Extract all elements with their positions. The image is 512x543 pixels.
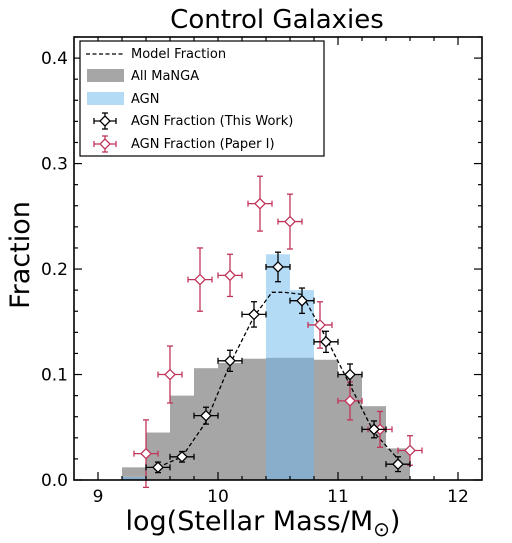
this-work-marker xyxy=(224,354,236,367)
x-tick-label: 10 xyxy=(207,487,229,507)
legend-all-manga-swatch xyxy=(87,69,124,82)
y-tick-label: 0.2 xyxy=(41,260,68,280)
x-tick-label: 9 xyxy=(93,487,104,507)
paper1-point xyxy=(217,253,243,298)
paper1-point xyxy=(133,419,159,489)
this-work-marker xyxy=(296,294,308,307)
legend-agn-swatch xyxy=(87,92,124,105)
paper1-marker xyxy=(284,215,296,228)
all-manga-bar xyxy=(314,359,338,480)
axes: 9 10 11 12 0.0 0.1 0.2 0.3 0.4 xyxy=(41,36,483,507)
this-work-marker xyxy=(200,409,212,422)
x-tick-label: 11 xyxy=(327,487,349,507)
overlap-bar xyxy=(290,357,314,480)
paper1-point xyxy=(187,247,213,312)
paper1-marker xyxy=(344,394,356,407)
overlap-bar xyxy=(266,357,290,480)
legend-paper1-marker xyxy=(93,135,117,153)
legend-paper1-label: AGN Fraction (Paper I) xyxy=(131,137,275,152)
legend-agn-label: AGN xyxy=(131,92,159,107)
this-work-point xyxy=(169,450,195,463)
x-axis-label-main: log(Stellar Mass/M xyxy=(126,506,374,537)
this-work-marker xyxy=(272,261,284,273)
y-tick-label: 0.4 xyxy=(41,49,68,69)
this-work-point xyxy=(193,406,219,425)
paper1-point xyxy=(337,381,363,421)
y-tick-label: 0.0 xyxy=(41,471,68,491)
this-work-marker xyxy=(368,423,380,436)
x-axis-label-close: ) xyxy=(390,506,401,537)
legend: Model Fraction All MaNGA AGN AGN Fractio… xyxy=(79,40,325,157)
paper1-point xyxy=(277,193,303,250)
this-work-marker xyxy=(152,461,164,474)
paper1-point xyxy=(307,301,333,349)
this-work-marker xyxy=(176,450,188,463)
all-manga-bar xyxy=(122,467,146,477)
this-work-point xyxy=(385,456,411,473)
legend-model-label: Model Fraction xyxy=(131,47,226,62)
all-manga-bar xyxy=(242,358,266,480)
this-work-marker xyxy=(392,458,404,471)
paper1-marker xyxy=(404,444,416,457)
chart-title: Control Galaxies xyxy=(170,5,384,35)
this-work-point xyxy=(241,301,267,328)
this-work-marker xyxy=(320,335,332,348)
x-axis-label-subscript: ⊙ xyxy=(373,517,390,541)
this-work-point xyxy=(361,420,387,439)
x-tick-label: 12 xyxy=(447,487,469,507)
paper1-point xyxy=(247,175,273,232)
paper1-marker xyxy=(164,368,176,381)
paper1-marker xyxy=(224,269,236,282)
all-manga-bar xyxy=(362,406,386,480)
model-fraction-line xyxy=(157,291,399,468)
this-work-point xyxy=(337,363,363,386)
overlap-bar xyxy=(122,476,146,480)
all-manga-bar xyxy=(218,362,242,480)
legend-all-manga-label: All MaNGA xyxy=(131,69,199,84)
plot-area xyxy=(122,175,423,489)
legend-diamond xyxy=(99,138,111,150)
x-axis-label: log(Stellar Mass/M⊙) xyxy=(126,506,401,541)
y-tick-label: 0.1 xyxy=(41,366,68,386)
legend-this-work-marker xyxy=(93,112,117,130)
this-work-point xyxy=(145,461,171,474)
paper1-point xyxy=(157,345,183,404)
this-work-point xyxy=(289,287,315,314)
legend-this-work-label: AGN Fraction (This Work) xyxy=(131,114,293,129)
paper1-marker xyxy=(194,273,206,286)
this-work-point xyxy=(265,251,291,283)
all-manga-bar xyxy=(170,395,194,480)
y-axis-label: Fraction xyxy=(5,201,36,309)
paper1-marker xyxy=(254,197,266,210)
paper1-marker xyxy=(140,447,152,460)
paper1-marker xyxy=(314,319,326,331)
axes-frame xyxy=(73,36,483,481)
this-work-marker xyxy=(344,368,356,381)
paper1-point xyxy=(397,435,423,466)
this-work-point xyxy=(217,349,243,373)
y-tick-label: 0.3 xyxy=(41,155,68,175)
legend-diamond xyxy=(99,115,111,127)
this-work-marker xyxy=(248,308,260,321)
this-work-point xyxy=(313,330,339,354)
